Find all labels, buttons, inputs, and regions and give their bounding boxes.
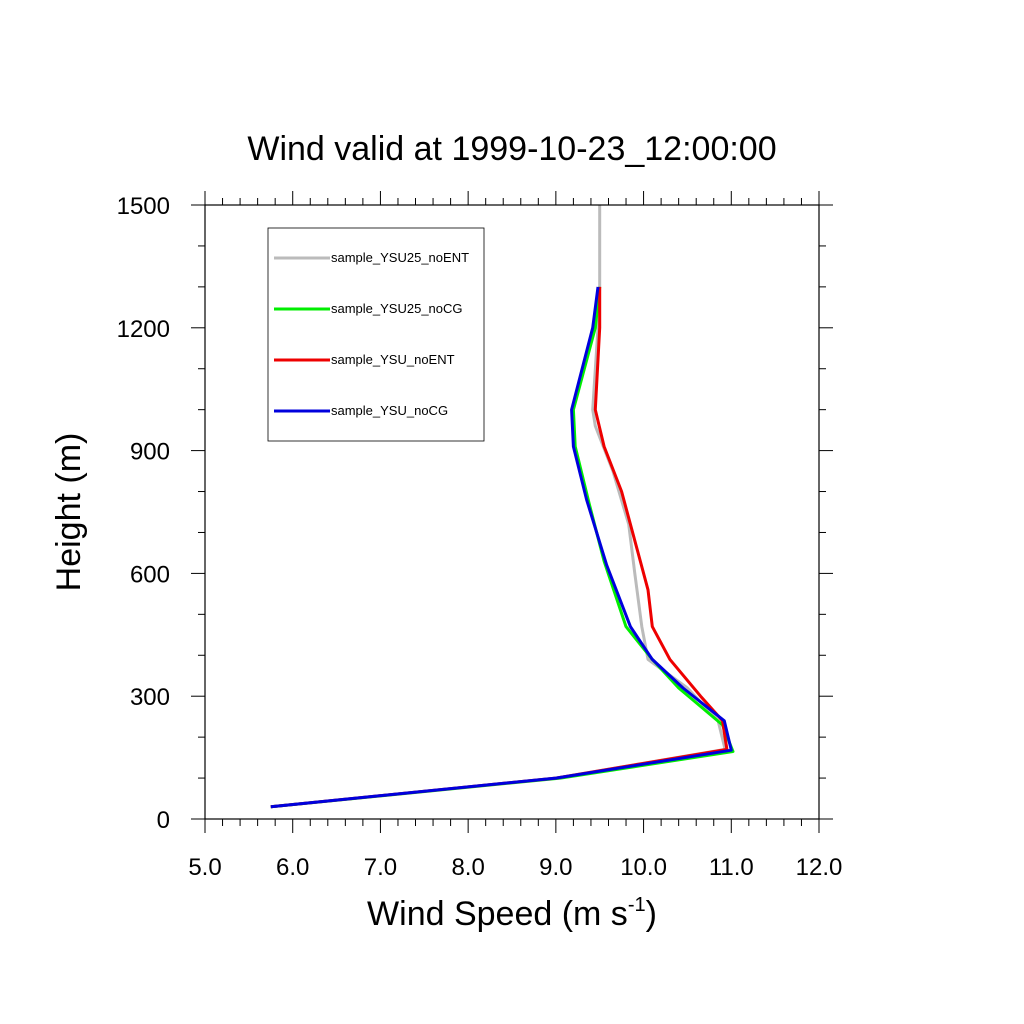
- legend-box: [267, 227, 485, 442]
- plot-frame: [204, 204, 820, 820]
- legend: sample_YSU25_noENT sample_YSU25_noCGsampl…: [267, 227, 485, 442]
- y-tick-label: 300: [130, 684, 170, 711]
- series-line-sample_YSU_noCG: [270, 286, 733, 809]
- series-line-sample_YSU_noENT: [270, 286, 729, 809]
- legend-label: sample_YSU_noCG: [331, 403, 448, 418]
- x-axis-title: Wind Speed (m s-1): [367, 894, 657, 933]
- y-tick-labels: 0 300 600 900 1200 1500: [117, 193, 170, 834]
- series-lines: [270, 205, 735, 809]
- x-tick-labels: 5.0 6.0 7.0 8.0 9.0 10.0 11.0 12.0: [188, 854, 842, 881]
- y-axis-title: Height (m): [50, 433, 88, 592]
- x-tick-label: 10.0: [620, 854, 667, 881]
- x-tick-label: 5.0: [188, 854, 221, 881]
- y-tick-label: 900: [130, 439, 170, 466]
- x-tick-label: 7.0: [364, 854, 397, 881]
- axis-ticks: [191, 191, 833, 833]
- chart-title: Wind valid at 1999-10-23_12:00:00: [247, 130, 776, 168]
- legend-label: sample_YSU25_noENT: [331, 250, 469, 265]
- legend-label: sample_YSU25_noCG: [331, 301, 463, 316]
- x-tick-label: 12.0: [796, 854, 843, 881]
- x-tick-label: 9.0: [539, 854, 572, 881]
- x-tick-label: 6.0: [276, 854, 309, 881]
- series-line-sample_YSU25_noCG: [270, 286, 735, 809]
- y-tick-label: 1200: [117, 316, 170, 343]
- y-tick-label: 600: [130, 561, 170, 588]
- y-tick-label: 0: [157, 807, 170, 834]
- x-tick-label: 11.0: [709, 854, 754, 881]
- y-tick-label: 1500: [117, 193, 170, 220]
- legend-label: sample_YSU_noENT: [331, 352, 455, 367]
- series-line-sample_YSU25_noENT: [270, 205, 727, 809]
- x-tick-label: 8.0: [451, 854, 484, 881]
